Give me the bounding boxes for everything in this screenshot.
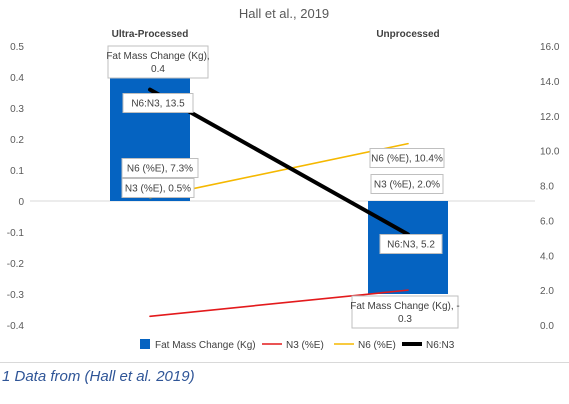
category-label: Unprocessed bbox=[376, 29, 439, 40]
data-label-n6n3-unprocessed-box bbox=[379, 234, 443, 254]
left-axis-tick-label: 0 bbox=[18, 197, 24, 208]
data-label-fat-mass-unprocessed-box bbox=[351, 295, 459, 329]
legend-label: N6 (%E) bbox=[358, 340, 396, 351]
data-label-n6-ultra-box bbox=[121, 158, 199, 178]
right-axis-tick-label: 0.0 bbox=[540, 321, 554, 332]
left-axis-tick-label: 0.2 bbox=[10, 135, 24, 146]
left-axis-tick-label: 0.4 bbox=[10, 73, 24, 84]
category-label: Ultra-Processed bbox=[112, 29, 189, 40]
data-label-fat-mass-unprocessed: Fat Mass Change (Kg), - bbox=[350, 301, 459, 312]
figure-caption: 1 Data from (Hall et al. 2019) bbox=[2, 368, 195, 385]
legend-swatch bbox=[140, 339, 150, 349]
right-axis-tick-label: 10.0 bbox=[540, 147, 560, 158]
left-axis-tick-label: 0.5 bbox=[10, 42, 24, 53]
left-axis-tick-label: -0.4 bbox=[7, 321, 25, 332]
data-label-fat-mass-unprocessed: 0.3 bbox=[398, 314, 412, 325]
legend-label: N6:N3 bbox=[426, 340, 455, 351]
series-line bbox=[149, 289, 409, 318]
right-axis-tick-label: 2.0 bbox=[540, 286, 554, 297]
left-axis-tick-label: 0.1 bbox=[10, 166, 24, 177]
data-label-n3-unprocessed: N3 (%E), 2.0% bbox=[374, 180, 440, 191]
data-label-fat-mass-ultra: Fat Mass Change (Kg), bbox=[106, 51, 209, 62]
chart-area: Hall et al., 2019 0.5 0.4 0.3 0.2 0.1 0 -0.1 -0.… bbox=[6, 6, 560, 351]
data-label-n6-ultra: N6 (%E), 7.3% bbox=[127, 164, 193, 175]
right-axis-tick-label: 4.0 bbox=[540, 251, 554, 262]
right-axis-tick-label: 8.0 bbox=[540, 182, 554, 193]
data-label-n3-ultra-box bbox=[121, 178, 195, 198]
series-line bbox=[148, 87, 410, 237]
caption-divider bbox=[0, 362, 569, 363]
left-axis-tick-label: 0.3 bbox=[10, 104, 24, 115]
data-label-n6n3-ultra: N6:N3, 13.5 bbox=[131, 99, 185, 110]
right-axis-tick-label: 14.0 bbox=[540, 77, 560, 88]
left-axis-tick-label: -0.3 bbox=[7, 290, 25, 301]
chart-title: Hall et al., 2019 bbox=[239, 6, 329, 21]
data-label-n3-ultra: N3 (%E), 0.5% bbox=[125, 184, 191, 195]
left-axis-tick-label: -0.2 bbox=[7, 259, 25, 270]
data-label-n6-unprocessed-box bbox=[369, 148, 445, 168]
right-axis-tick-label: 16.0 bbox=[540, 42, 560, 53]
right-axis-tick-label: 6.0 bbox=[540, 216, 554, 227]
data-label-n3-unprocessed-box bbox=[370, 174, 444, 194]
data-label-n6-unprocessed: N6 (%E), 10.4% bbox=[371, 154, 443, 165]
right-axis-tick-label: 12.0 bbox=[540, 112, 560, 123]
data-label-fat-mass-ultra-box bbox=[107, 45, 209, 79]
data-label-n6n3-ultra-box bbox=[122, 93, 194, 113]
legend-label: N3 (%E) bbox=[286, 340, 324, 351]
data-label-fat-mass-ultra: 0.4 bbox=[151, 64, 165, 75]
chart-svg: Hall et al., 2019 0.5 0.4 0.3 0.2 0.1 0 -0.1 -0.… bbox=[7, 6, 560, 351]
left-axis-tick-label: -0.1 bbox=[7, 228, 25, 239]
data-label-n6n3-unprocessed: N6:N3, 5.2 bbox=[387, 240, 435, 251]
legend-label: Fat Mass Change (Kg) bbox=[155, 340, 256, 351]
